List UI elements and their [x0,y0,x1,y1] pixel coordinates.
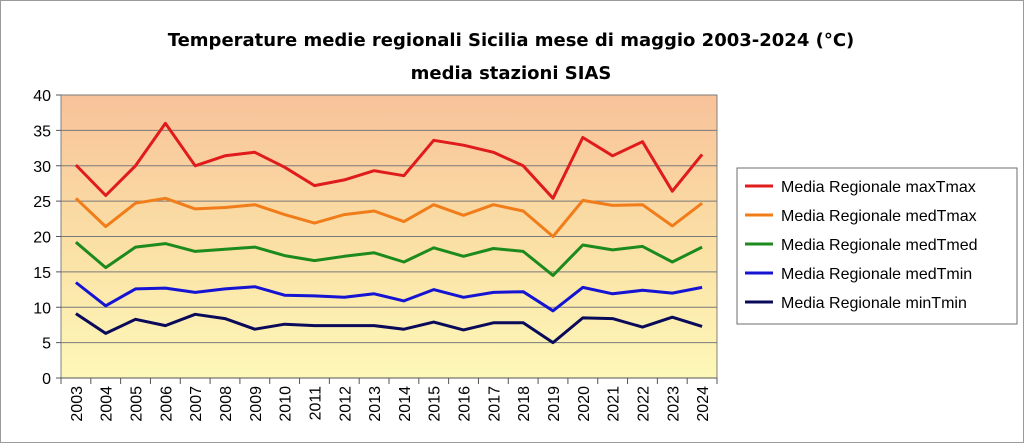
series-line-2 [74,241,703,277]
y-tick-label: 0 [42,371,51,388]
x-tick-label: 2021 [606,386,623,422]
y-tick-label: 25 [33,194,51,211]
legend-label: Media Regionale medTmax [781,208,977,225]
x-tick-label: 2006 [158,386,175,422]
x-tick-label: 2004 [99,386,116,422]
x-tick-label: 2007 [188,386,205,422]
y-tick-label: 15 [33,265,51,282]
legend: Media Regionale maxTmax Media Regionale m… [736,167,1018,325]
series-line-1 [74,196,704,238]
y-axis: 0 5 10 15 20 25 30 35 40 [33,88,61,388]
x-tick-label: 2024 [695,386,712,422]
x-tick-label: 2008 [218,386,235,422]
y-tick-label: 5 [42,336,51,353]
y-tick-label: 30 [33,159,51,176]
series-line-0 [74,121,704,200]
x-tick-label: 2015 [427,386,444,422]
x-tick-label: 2003 [69,386,86,422]
x-tick-label: 2023 [665,386,682,422]
y-tick-label: 20 [33,230,51,247]
x-tick-label: 2022 [635,386,652,422]
y-tick-label: 40 [33,88,51,105]
series-lines [74,121,704,345]
x-axis: 2003 2004 2005 2006 2007 2008 2009 2010 2011 2012… [60,377,718,422]
x-tick-label: 2009 [248,386,265,422]
legend-label: Media Regionale medTmin [781,266,972,283]
chart-subtitle: media stazioni SIAS [411,63,612,84]
x-tick-label: 2019 [546,386,563,422]
y-tick-label: 10 [33,300,51,317]
x-tick-label: 2014 [397,386,414,422]
x-tick-label: 2011 [307,386,324,421]
legend-label: Media Regionale medTmed [781,237,978,254]
x-tick-label: 2010 [278,386,295,422]
chart-title: Temperature medie regionali Sicilia mese… [168,30,855,51]
x-tick-label: 2012 [337,386,354,422]
x-tick-label: 2016 [457,386,474,422]
series-line-3 [74,281,703,313]
x-tick-label: 2020 [576,386,593,422]
legend-label: Media Regionale minTmin [781,295,967,312]
legend-label: Media Regionale maxTmax [781,179,976,196]
x-tick-label: 2018 [516,386,533,422]
series-line-4 [75,312,703,345]
y-tick-label: 35 [33,123,51,140]
x-tick-label: 2017 [486,386,503,422]
x-tick-label: 2005 [129,386,146,422]
legend-box [736,167,1018,325]
x-tick-label: 2013 [367,386,384,422]
